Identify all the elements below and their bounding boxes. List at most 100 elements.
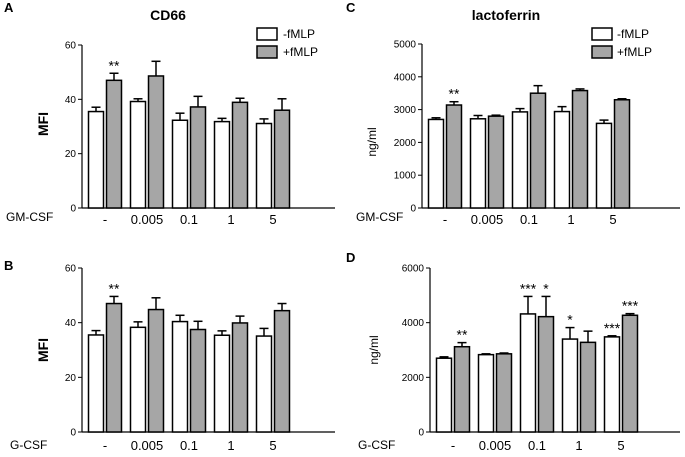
legend-swatch-minus-fmlp: [591, 27, 613, 41]
panel-letter-a: A: [4, 0, 14, 15]
bar-minus-fmlp: [519, 313, 537, 433]
significance-label: **: [449, 86, 460, 102]
panel-letter-b: B: [4, 258, 13, 273]
panel-d-factor-label: G-CSF: [358, 438, 395, 452]
x-category-label: -: [103, 438, 107, 453]
x-category-label: 0.1: [528, 438, 546, 453]
panel-c-factor-label: GM-CSF: [356, 210, 403, 224]
bar-minus-fmlp: [255, 335, 273, 433]
bar-minus-fmlp: [213, 120, 231, 209]
bar-plus-fmlp: [529, 92, 547, 209]
x-category-label: 0.1: [520, 212, 538, 227]
bar-minus-fmlp: [129, 326, 147, 433]
bar-plus-fmlp: [189, 328, 207, 433]
bar-plus-fmlp: [453, 345, 471, 433]
bar-plus-fmlp: [105, 79, 123, 209]
y-tick-label: 40: [65, 95, 77, 106]
y-tick-label: 3000: [394, 105, 417, 116]
bar-plus-fmlp: [105, 302, 123, 433]
x-category-label: 5: [269, 212, 276, 227]
x-category-label: 1: [227, 212, 234, 227]
bar-plus-fmlp: [273, 109, 291, 209]
bar-minus-fmlp: [561, 338, 579, 433]
bar-plus-fmlp: [273, 309, 291, 433]
panel-b-plot: 0 20 40 60 ** - 0.005 0.1 1 5: [65, 264, 335, 453]
x-category-label: -: [451, 438, 455, 453]
significance-label: ***: [520, 280, 537, 296]
y-tick-label: 4000: [402, 318, 425, 329]
significance-label: **: [109, 280, 120, 296]
panel-a-y-axis-label: MFI: [35, 112, 51, 136]
y-tick-label: 4000: [394, 72, 417, 83]
panel-b-factor-label: G-CSF: [10, 438, 47, 452]
bar-minus-fmlp: [477, 353, 495, 433]
panel-letter-d: D: [346, 250, 355, 265]
y-tick-label: 40: [65, 318, 77, 329]
significance-label: ***: [622, 298, 639, 314]
y-tick-label: 20: [65, 373, 77, 384]
bar-plus-fmlp: [613, 99, 631, 209]
y-tick-label: 60: [65, 41, 77, 52]
panel-d-y-axis-label: ng/ml: [367, 335, 381, 364]
x-category-label: 1: [227, 438, 234, 453]
panel-c-y-axis-label: ng/ml: [365, 127, 379, 156]
legend-swatch-minus-fmlp: [256, 27, 278, 41]
bar-minus-fmlp: [171, 320, 189, 433]
legend-swatch-plus-fmlp: [591, 45, 613, 59]
x-category-label: 1: [567, 212, 574, 227]
bar-plus-fmlp: [147, 308, 165, 433]
panel-a-title: CD66: [150, 7, 186, 23]
panel-a-plot: 0 20 40 60 ** - 0.005 0.1 1 5: [65, 41, 335, 227]
panel-a-legend: -fMLP +fMLP: [256, 27, 318, 59]
panel-c-plot: 0 1000 2000 3000 4000 5000 ** - 0.005 0.1 1 5: [394, 40, 680, 227]
legend-label-minus-fmlp: -fMLP: [617, 27, 649, 41]
x-category-label: 5: [269, 438, 276, 453]
y-tick-label: 2000: [394, 138, 417, 149]
x-category-label: 0.1: [180, 438, 198, 453]
x-category-label: 5: [617, 438, 624, 453]
panel-b: B MFI G-CSF 0 20 40 60 ** - 0.005 0.1 1 5: [4, 258, 335, 453]
panel-letter-c: C: [346, 0, 356, 15]
significance-label: **: [109, 57, 120, 73]
bar-plus-fmlp: [231, 322, 249, 433]
legend-label-plus-fmlp: +fMLP: [617, 45, 652, 59]
x-category-label: 0.005: [131, 212, 164, 227]
significance-label: *: [567, 312, 573, 328]
bar-minus-fmlp: [171, 119, 189, 209]
bar-minus-fmlp: [87, 334, 105, 433]
panel-c-title: lactoferrin: [472, 7, 540, 23]
bar-minus-fmlp: [87, 110, 105, 209]
x-category-label: 5: [609, 212, 616, 227]
y-tick-label: 0: [418, 428, 424, 439]
panel-b-y-axis-label: MFI: [35, 338, 51, 362]
bar-minus-fmlp: [511, 111, 529, 209]
x-category-label: -: [103, 212, 107, 227]
legend-label-minus-fmlp: -fMLP: [283, 27, 315, 41]
x-category-label: 0.005: [471, 212, 504, 227]
bar-minus-fmlp: [427, 118, 445, 209]
panel-a: A CD66 MFI GM-CSF 0 20 40 60 ** - 0.005 0.1 1 5 -…: [4, 0, 335, 227]
bar-minus-fmlp: [255, 122, 273, 209]
y-tick-label: 5000: [394, 40, 417, 51]
significance-label: ***: [604, 320, 621, 336]
x-category-label: -: [443, 212, 447, 227]
panel-c-legend: -fMLP +fMLP: [591, 27, 652, 59]
y-tick-label: 60: [65, 264, 77, 275]
panel-a-factor-label: GM-CSF: [6, 210, 53, 224]
bar-minus-fmlp: [553, 110, 571, 209]
legend-label-plus-fmlp: +fMLP: [283, 45, 318, 59]
bar-plus-fmlp: [487, 115, 505, 209]
bar-plus-fmlp: [537, 315, 555, 433]
bar-plus-fmlp: [579, 341, 597, 433]
y-tick-label: 6000: [402, 264, 425, 275]
bar-minus-fmlp: [129, 100, 147, 209]
y-tick-label: 1000: [394, 171, 417, 182]
bar-minus-fmlp: [469, 118, 487, 209]
bar-plus-fmlp: [621, 314, 639, 433]
y-tick-label: 0: [410, 204, 416, 215]
panel-c: C lactoferrin ng/ml GM-CSF 0 1000 2000 3000…: [346, 0, 680, 227]
bar-plus-fmlp: [147, 75, 165, 209]
bar-plus-fmlp: [231, 101, 249, 209]
